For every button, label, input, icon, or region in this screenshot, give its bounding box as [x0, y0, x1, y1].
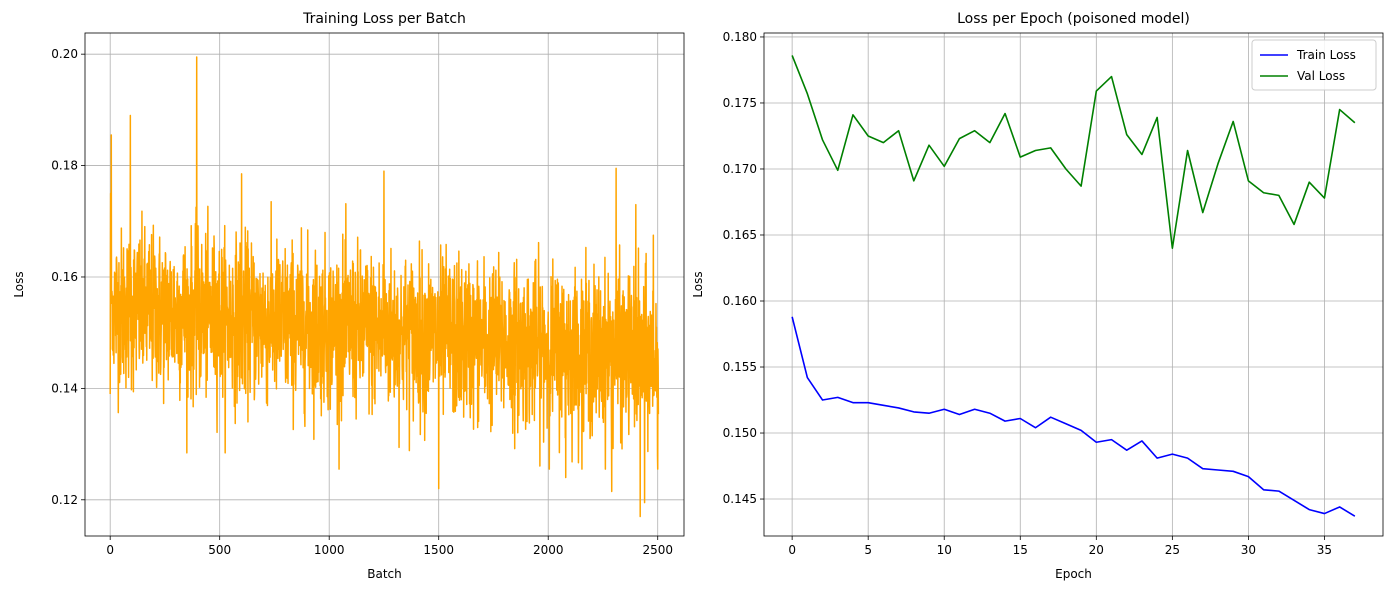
y-tick-label: 0.150: [723, 426, 757, 440]
batch-loss-chart: 0 500 1000 1500 2000 2500 0.12 0.14 0.16 0.18 0.2…: [12, 11, 685, 581]
plot-area: [109, 56, 660, 518]
y-tick-label: 0.18: [51, 159, 78, 173]
x-axis-label: Batch: [367, 567, 402, 581]
x-tick-label: 10: [937, 543, 952, 557]
x-axis-ticks: 0 5 10 15 20 25 30 35: [788, 536, 1332, 557]
plot-area: [791, 55, 1356, 517]
axes-border: [763, 32, 1384, 537]
axes-frame: [763, 32, 1384, 537]
y-axis-label: Loss: [12, 271, 26, 297]
y-tick-label: 0.145: [723, 492, 757, 506]
x-tick-label: 1000: [314, 543, 345, 557]
x-tick-label: 0: [788, 543, 796, 557]
axes-border: [84, 32, 685, 537]
chart-title: Training Loss per Batch: [302, 11, 466, 27]
x-tick-label: 15: [1013, 543, 1028, 557]
y-tick-label: 0.155: [723, 360, 757, 374]
x-tick-label: 30: [1241, 543, 1256, 557]
y-tick-label: 0.160: [723, 294, 757, 308]
y-tick-label: 0.170: [723, 162, 757, 176]
chart-title: Loss per Epoch (poisoned model): [957, 11, 1190, 27]
x-tick-label: 2000: [533, 543, 564, 557]
x-axis-label: Epoch: [1055, 567, 1092, 581]
x-tick-label: 25: [1165, 543, 1180, 557]
train-loss-line: [791, 316, 1356, 517]
legend-label-val: Val Loss: [1297, 69, 1345, 83]
y-tick-label: 0.12: [51, 493, 78, 507]
x-tick-label: 1500: [423, 543, 454, 557]
legend: Train Loss Val Loss: [1251, 39, 1377, 91]
x-tick-label: 35: [1317, 543, 1332, 557]
y-tick-label: 0.14: [51, 381, 78, 395]
y-tick-label: 0.165: [723, 228, 757, 242]
axes-frame: [84, 32, 685, 537]
x-tick-label: 20: [1089, 543, 1104, 557]
x-tick-label: 2500: [642, 543, 673, 557]
y-axis-ticks: 0.145 0.150 0.155 0.160 0.165 0.170 0.175 0.180: [723, 30, 764, 506]
legend-label-train: Train Loss: [1296, 48, 1356, 62]
x-tick-label: 0: [106, 543, 114, 557]
x-tick-label: 500: [208, 543, 231, 557]
epoch-loss-chart: 0 5 10 15 20 25 30 35 0.145 0.150 0.155 0.160 0.165…: [691, 11, 1384, 581]
val-loss-line: [791, 55, 1356, 249]
y-tick-label: 0.16: [51, 270, 78, 284]
y-axis-ticks: 0.12 0.14 0.16 0.18 0.20: [51, 47, 85, 507]
y-axis-label: Loss: [691, 271, 705, 297]
y-tick-label: 0.20: [51, 47, 78, 61]
batch-loss-line: [109, 56, 660, 518]
grid-lines: [764, 33, 1383, 536]
y-tick-label: 0.175: [723, 96, 757, 110]
y-tick-label: 0.180: [723, 30, 757, 44]
x-axis-ticks: 0 500 1000 1500 2000 2500: [106, 536, 673, 557]
x-tick-label: 5: [864, 543, 872, 557]
legend-box: [1251, 39, 1377, 91]
